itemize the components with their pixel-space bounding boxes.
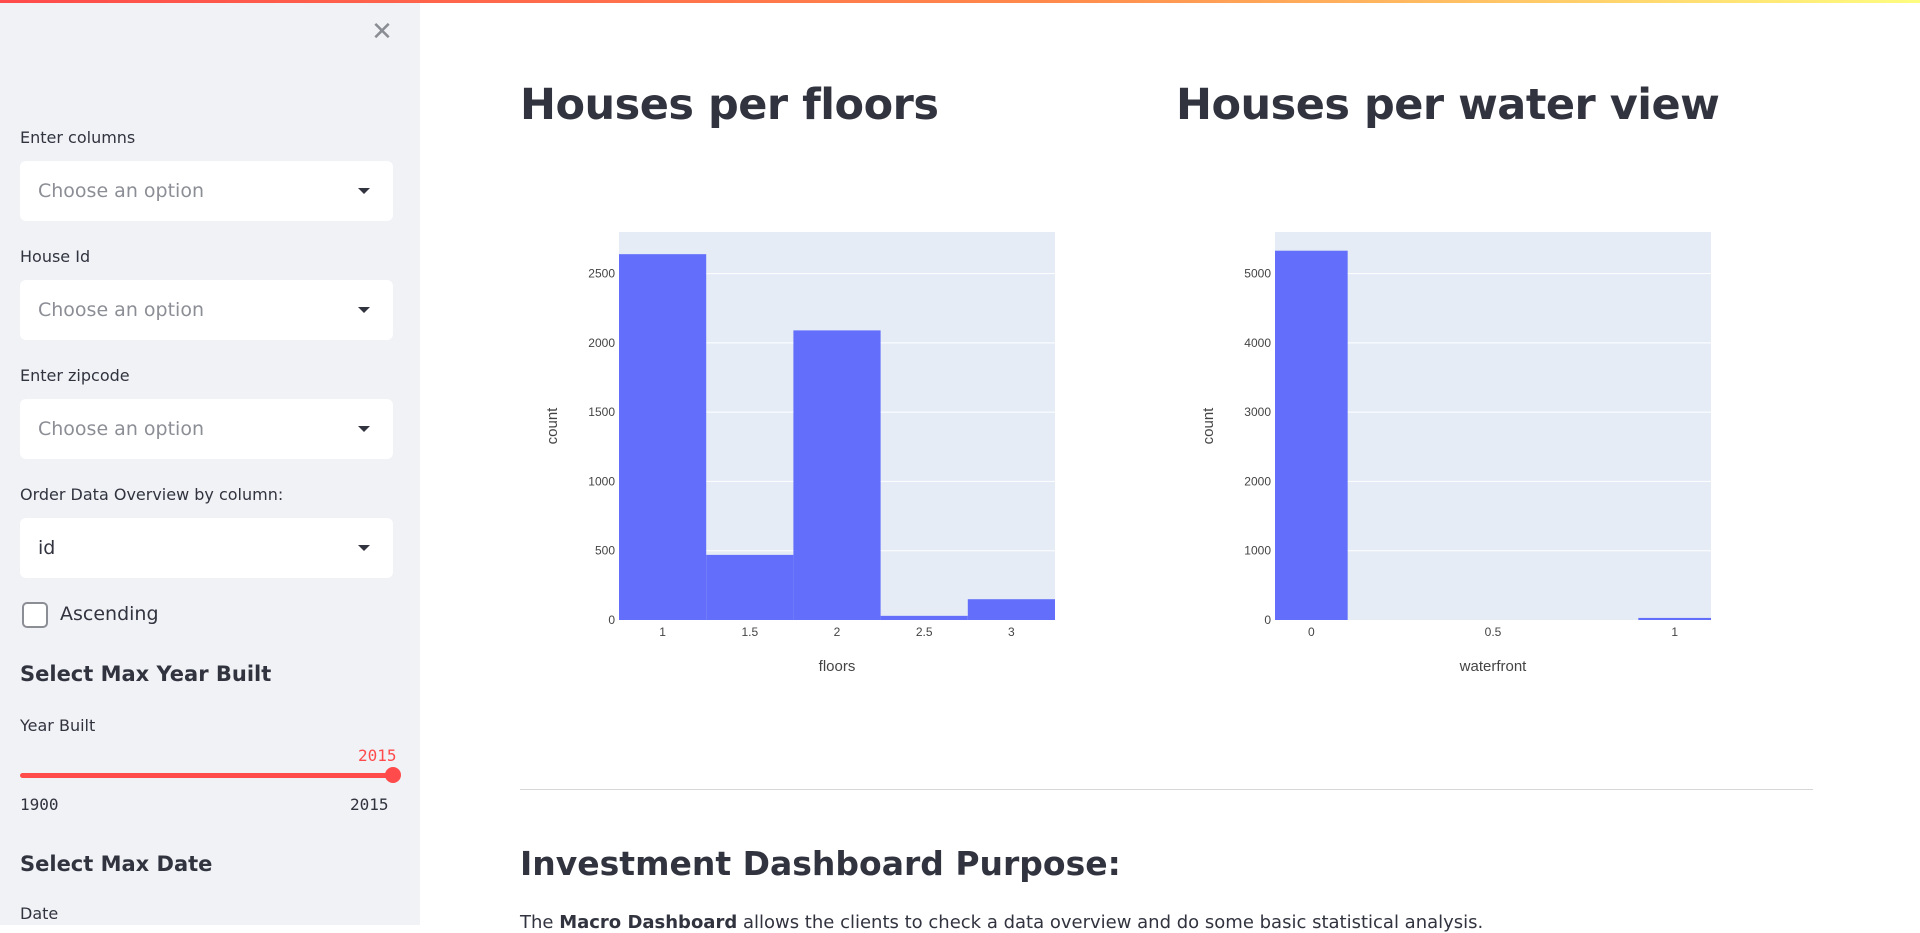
- year-built-label: Year Built: [20, 716, 96, 735]
- date-section-heading: Select Max Date: [20, 852, 213, 876]
- chevron-down-icon: [358, 545, 370, 551]
- zipcode-placeholder: Choose an option: [38, 418, 204, 440]
- waterfront-histogram: 0 1000 2000 3000 4000 5000 0 0.5 1 waterfront coun…: [1200, 232, 1711, 675]
- bar: [1638, 617, 1711, 620]
- bar: [967, 599, 1055, 620]
- y-tick-label: 2000: [1244, 474, 1271, 488]
- y-axis-title: count: [1200, 407, 1217, 445]
- y-tick-label: 2000: [588, 336, 615, 350]
- house-id-placeholder: Choose an option: [38, 299, 204, 321]
- x-tick-label: 0: [1308, 625, 1315, 639]
- water-chart-title: Houses per water view: [1176, 80, 1720, 130]
- zipcode-label: Enter zipcode: [20, 366, 130, 385]
- bar: [1275, 250, 1348, 620]
- ascending-label: Ascending: [60, 603, 159, 625]
- order-value: id: [38, 537, 56, 559]
- x-tick-label: 1: [1671, 625, 1678, 639]
- chevron-down-icon: [358, 426, 370, 432]
- year-slider-thumb[interactable]: [385, 767, 401, 783]
- y-tick-label: 3000: [1244, 405, 1271, 419]
- bar: [706, 554, 794, 620]
- x-tick-label: 1.5: [741, 625, 758, 639]
- y-tick-label: 1000: [588, 474, 615, 488]
- bar: [880, 615, 968, 620]
- purpose-prefix: The: [520, 912, 560, 933]
- floors-chart-title: Houses per floors: [520, 80, 939, 130]
- purpose-suffix: allows the clients to check a data overv…: [737, 912, 1484, 933]
- purpose-paragraph: The Macro Dashboard allows the clients t…: [520, 912, 1483, 933]
- y-tick-label: 1000: [1244, 544, 1271, 558]
- year-section-heading: Select Max Year Built: [20, 662, 272, 686]
- year-slider-max: 2015: [350, 795, 389, 814]
- x-tick-label: 0.5: [1485, 625, 1502, 639]
- x-tick-label: 3: [1008, 625, 1015, 639]
- date-label: Date: [20, 904, 59, 923]
- sidebar: ✕ Enter columns Choose an option House I…: [0, 0, 420, 925]
- y-tick-label: 1500: [588, 405, 615, 419]
- x-tick-label: 2.5: [916, 625, 933, 639]
- bar: [793, 330, 881, 620]
- y-axis-title: count: [544, 407, 561, 445]
- floors-histogram: 0 500 1000 1500 2000 2500 1 1.5 2 2.5 3 floors count: [544, 232, 1055, 675]
- bar: [619, 254, 707, 620]
- zipcode-select[interactable]: Choose an option: [20, 399, 393, 459]
- close-icon[interactable]: ✕: [371, 17, 393, 47]
- divider: [520, 789, 1813, 790]
- y-tick-label: 0: [608, 613, 615, 627]
- purpose-bold: Macro Dashboard: [559, 912, 738, 933]
- year-slider-track[interactable]: [20, 773, 392, 778]
- x-axis-title: floors: [819, 658, 856, 675]
- chevron-down-icon: [358, 188, 370, 194]
- columns-label: Enter columns: [20, 128, 136, 147]
- plot-area: [1275, 232, 1711, 620]
- order-select[interactable]: id: [20, 518, 393, 578]
- house-id-select[interactable]: Choose an option: [20, 280, 393, 340]
- columns-placeholder: Choose an option: [38, 180, 204, 202]
- chevron-down-icon: [358, 307, 370, 313]
- x-tick-label: 1: [659, 625, 666, 639]
- y-tick-label: 5000: [1244, 267, 1271, 281]
- x-axis-title: waterfront: [1459, 658, 1528, 675]
- year-slider-min: 1900: [20, 795, 59, 814]
- y-tick-label: 4000: [1244, 336, 1271, 350]
- house-id-label: House Id: [20, 247, 91, 266]
- y-tick-label: 0: [1264, 613, 1271, 627]
- y-tick-label: 500: [595, 544, 615, 558]
- order-label: Order Data Overview by column:: [20, 485, 284, 504]
- ascending-checkbox[interactable]: [22, 602, 48, 628]
- x-tick-label: 2: [834, 625, 841, 639]
- purpose-heading: Investment Dashboard Purpose:: [520, 844, 1121, 883]
- year-slider-value: 2015: [358, 746, 397, 765]
- y-tick-label: 2500: [588, 267, 615, 281]
- columns-select[interactable]: Choose an option: [20, 161, 393, 221]
- top-decoration-bar: [0, 0, 1920, 3]
